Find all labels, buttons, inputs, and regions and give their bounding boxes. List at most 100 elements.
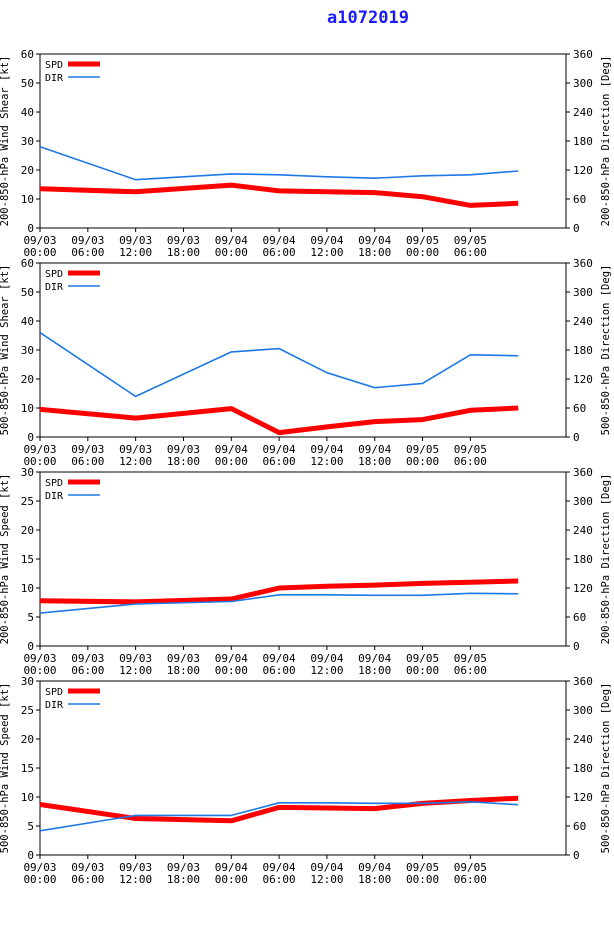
y-right-tick-label: 60 — [573, 193, 586, 206]
y-left-axis-label: 200-850-hPa Wind Speed [kt] — [0, 474, 11, 645]
y-left-tick-label: 50 — [21, 77, 34, 90]
spd-series-line — [39, 795, 519, 824]
y-right-tick-label: 0 — [573, 640, 580, 653]
x-tick-label-time: 06:00 — [263, 873, 296, 886]
y-left-tick-label: 40 — [21, 315, 34, 328]
x-tick-label-time: 06:00 — [454, 664, 487, 677]
x-tick-label-date: 09/04 — [358, 234, 391, 247]
y-left-tick-label: 20 — [21, 524, 34, 537]
x-tick-label-time: 00:00 — [23, 246, 56, 259]
y-left-tick-label: 20 — [21, 164, 34, 177]
y-left-axis-label: 500-850-hPa Wind Speed [kt] — [0, 683, 11, 854]
legend-label-spd: SPD — [45, 478, 63, 489]
x-tick-label-date: 09/03 — [71, 652, 104, 665]
x-tick-label-date: 09/04 — [310, 234, 343, 247]
x-tick-label-time: 12:00 — [310, 664, 343, 677]
y-right-tick-label: 240 — [573, 315, 593, 328]
x-tick-label-time: 18:00 — [358, 873, 391, 886]
x-tick-label-time: 06:00 — [454, 873, 487, 886]
x-tick-label-time: 06:00 — [71, 455, 104, 468]
x-tick-label-date: 09/04 — [215, 652, 248, 665]
x-tick-label-time: 00:00 — [406, 246, 439, 259]
x-tick-label-date: 09/04 — [358, 443, 391, 456]
x-tick-label-date: 09/03 — [71, 861, 104, 874]
y-left-tick-label: 30 — [21, 344, 34, 357]
y-left-tick-label: 25 — [21, 495, 34, 508]
x-tick-label-date: 09/05 — [406, 861, 439, 874]
x-tick-label-time: 12:00 — [310, 873, 343, 886]
x-tick-label-time: 12:00 — [119, 664, 152, 677]
y-right-axis-label: 200-850-hPa Direction [Deg] — [600, 474, 612, 645]
y-left-tick-label: 0 — [27, 222, 34, 235]
y-right-tick-label: 180 — [573, 344, 593, 357]
y-right-tick-label: 120 — [573, 373, 593, 386]
x-tick-label-date: 09/05 — [406, 234, 439, 247]
x-tick-label-date: 09/04 — [263, 234, 296, 247]
y-right-tick-label: 360 — [573, 466, 593, 479]
x-tick-label-time: 06:00 — [454, 246, 487, 259]
y-left-axis-label: 200-850-hPa Wind Shear [kt] — [0, 56, 11, 227]
x-tick-label-date: 09/03 — [23, 234, 56, 247]
dir-series-line — [39, 331, 519, 398]
y-left-tick-label: 5 — [27, 611, 34, 624]
x-tick-label-date: 09/04 — [215, 861, 248, 874]
x-tick-label-time: 18:00 — [167, 455, 200, 468]
y-right-tick-label: 300 — [573, 286, 593, 299]
y-left-tick-label: 40 — [21, 106, 34, 119]
y-left-tick-label: 15 — [21, 762, 34, 775]
x-tick-label-time: 18:00 — [167, 664, 200, 677]
y-left-axis-label: 500-850-hPa Wind Shear [kt] — [0, 265, 11, 436]
x-tick-label-time: 18:00 — [358, 664, 391, 677]
y-left-tick-label: 30 — [21, 135, 34, 148]
chart-panel-1: 010203040506006012018024030036009/0300:0… — [0, 48, 612, 259]
y-right-tick-label: 120 — [573, 791, 593, 804]
x-tick-label-date: 09/05 — [454, 443, 487, 456]
x-tick-label-time: 00:00 — [215, 664, 248, 677]
y-left-tick-label: 20 — [21, 733, 34, 746]
y-left-tick-label: 25 — [21, 704, 34, 717]
x-tick-label-date: 09/04 — [358, 652, 391, 665]
y-left-tick-label: 0 — [27, 849, 34, 862]
y-left-tick-label: 60 — [21, 257, 34, 270]
y-left-tick-label: 5 — [27, 820, 34, 833]
y-left-tick-label: 20 — [21, 373, 34, 386]
dir-series-line — [39, 146, 519, 181]
spd-series-line — [39, 182, 519, 208]
x-tick-label-time: 12:00 — [119, 455, 152, 468]
x-tick-label-time: 18:00 — [358, 246, 391, 259]
x-tick-label-date: 09/05 — [406, 443, 439, 456]
x-tick-label-date: 09/03 — [23, 861, 56, 874]
y-left-tick-label: 10 — [21, 582, 34, 595]
y-left-tick-label: 10 — [21, 193, 34, 206]
legend-label-spd: SPD — [45, 269, 63, 280]
x-tick-label-time: 06:00 — [71, 246, 104, 259]
spd-series-line — [39, 578, 519, 605]
legend-label-dir: DIR — [45, 491, 64, 502]
plot-frame — [39, 471, 567, 647]
y-right-tick-label: 60 — [573, 402, 586, 415]
x-tick-label-date: 09/05 — [406, 652, 439, 665]
x-tick-label-date: 09/03 — [167, 652, 200, 665]
x-tick-label-time: 00:00 — [23, 664, 56, 677]
x-tick-label-time: 06:00 — [71, 873, 104, 886]
y-right-tick-label: 0 — [573, 849, 580, 862]
x-tick-label-time: 00:00 — [406, 873, 439, 886]
plot-frame — [39, 53, 567, 229]
y-right-tick-label: 60 — [573, 611, 586, 624]
y-left-tick-label: 60 — [21, 48, 34, 61]
x-tick-label-time: 06:00 — [263, 664, 296, 677]
chart-panel-3: 05101520253006012018024030036009/0300:00… — [0, 466, 612, 677]
x-tick-label-time: 00:00 — [215, 246, 248, 259]
legend-label-spd: SPD — [45, 687, 63, 698]
x-tick-label-date: 09/04 — [310, 443, 343, 456]
y-right-tick-label: 360 — [573, 675, 593, 688]
y-right-axis-label: 500-850-hPa Direction [Deg] — [600, 265, 612, 436]
x-tick-label-date: 09/05 — [454, 234, 487, 247]
legend-label-spd: SPD — [45, 60, 63, 71]
x-tick-label-time: 18:00 — [358, 455, 391, 468]
y-left-tick-label: 50 — [21, 286, 34, 299]
x-tick-label-time: 12:00 — [310, 455, 343, 468]
x-tick-label-date: 09/03 — [167, 234, 200, 247]
x-tick-label-time: 06:00 — [71, 664, 104, 677]
